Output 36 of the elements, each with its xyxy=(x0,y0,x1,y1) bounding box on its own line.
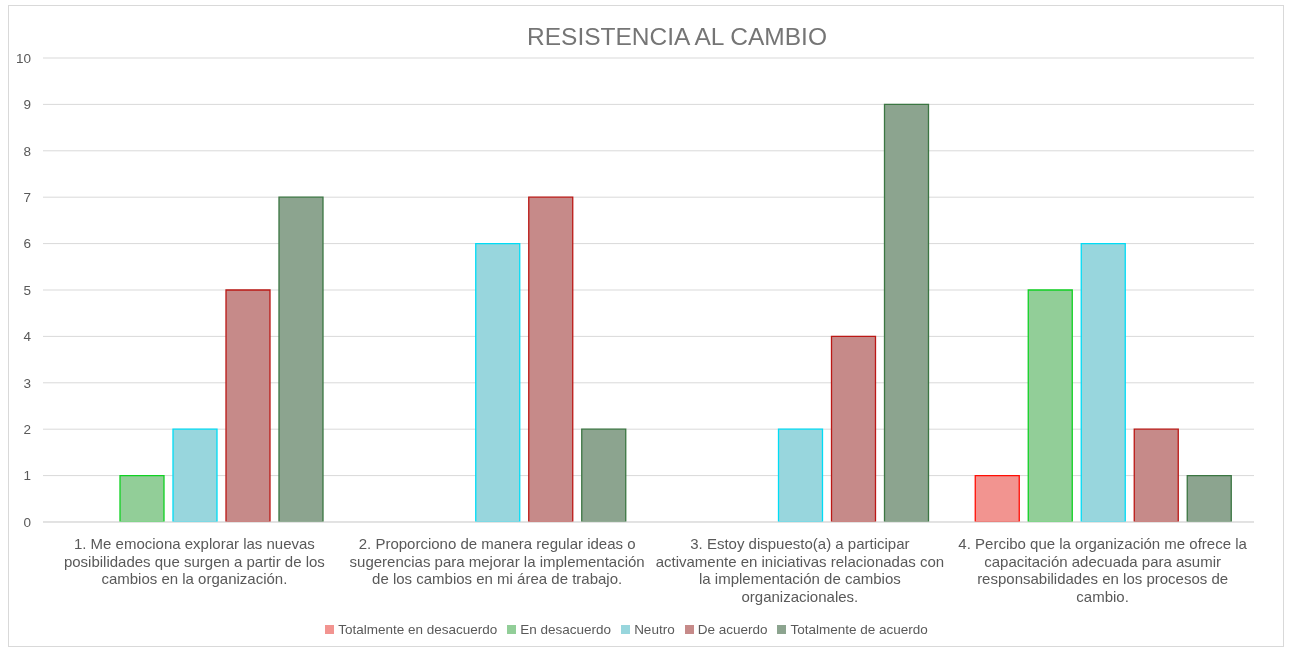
chart-title: RESISTENCIA AL CAMBIO xyxy=(526,23,828,51)
bar xyxy=(830,335,877,522)
bar xyxy=(172,428,218,522)
bar xyxy=(1027,289,1073,522)
bar xyxy=(528,196,574,522)
x-tick-label: 1. Me emociona explorar las nuevas posibilidades que surgen a partir de los cambios en la organización. xyxy=(63,535,325,587)
bar xyxy=(225,289,271,522)
bar xyxy=(883,103,930,522)
legend-label: Totalmente en desacuerdo xyxy=(338,622,498,637)
y-tick-label: 4 xyxy=(23,329,32,345)
y-tick-label: 9 xyxy=(23,97,31,113)
y-tick-label: 1 xyxy=(23,468,31,484)
bar xyxy=(1186,474,1232,522)
y-tick-label: 2 xyxy=(23,421,31,437)
y-tick-label: 8 xyxy=(23,143,31,159)
bar xyxy=(974,474,1020,522)
legend-label: En desacuerdo xyxy=(520,622,612,637)
y-tick-label: 5 xyxy=(23,282,31,298)
legend-label: De acuerdo xyxy=(697,622,768,637)
x-tick-label: 2. Proporciono de manera regular ideas o sugerencias para mejorar la implementación de los cambios en mi área de trabajo. xyxy=(349,535,645,587)
y-tick-label: 7 xyxy=(23,189,31,205)
bar xyxy=(777,428,824,522)
bar xyxy=(278,196,324,522)
legend-label: Totalmente de acuerdo xyxy=(790,622,928,637)
x-tick-label: 4. Percibo que la organización me ofrece la capacitación adecuada para asumir responsabilidades en los procesos de cambio. xyxy=(958,535,1248,605)
bar xyxy=(1133,428,1179,522)
bar xyxy=(119,474,165,522)
y-tick-label: 10 xyxy=(15,50,31,66)
y-tick-label: 6 xyxy=(23,236,31,252)
bar xyxy=(475,242,521,522)
bar xyxy=(581,428,627,522)
x-tick-label: 3. Estoy dispuesto(a) a participar activamente en iniciativas relacionadas con la implementación de cambios organizacionales. xyxy=(655,535,945,605)
legend-label: Neutro xyxy=(634,622,675,637)
bar xyxy=(1080,242,1126,522)
y-tick-label: 0 xyxy=(23,514,31,530)
y-tick-label: 3 xyxy=(23,375,31,391)
